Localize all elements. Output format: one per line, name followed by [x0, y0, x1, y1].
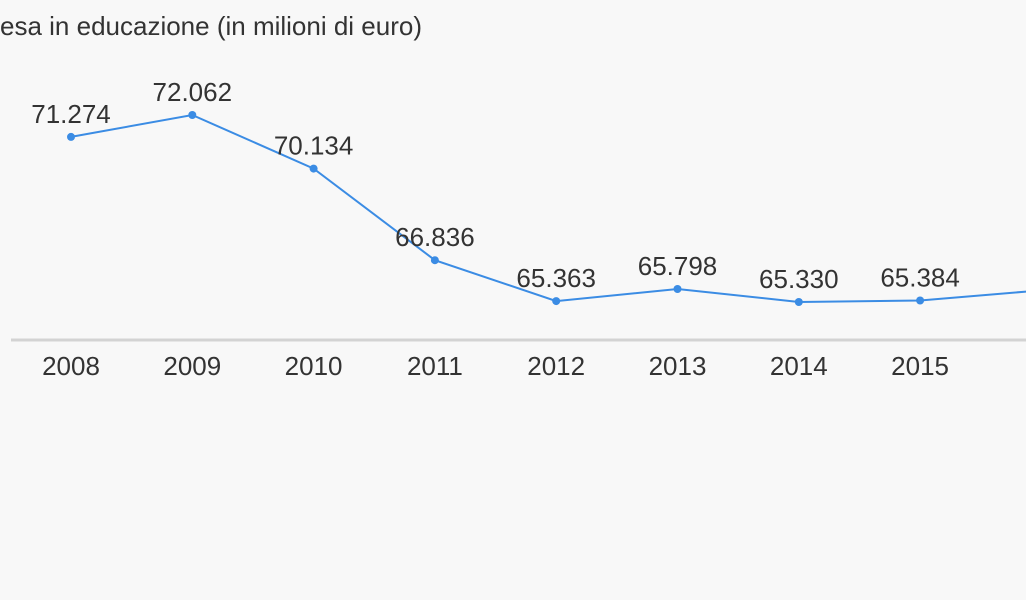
data-point [552, 297, 561, 306]
point-group [67, 111, 925, 306]
data-label: 66.836 [395, 222, 475, 252]
data-label: 72.062 [153, 77, 233, 107]
data-point [430, 256, 439, 265]
x-tick-label: 2014 [770, 351, 828, 381]
data-label-group: 71.274 72.062 70.134 66.836 65.363 65.798 65.3… [31, 77, 960, 294]
x-tick-label: 2013 [649, 351, 707, 381]
x-tick-label: 2015 [891, 351, 949, 381]
x-tick-label: 2011 [407, 351, 463, 381]
data-point [673, 285, 682, 293]
data-label: 65.798 [638, 251, 718, 281]
x-tick-label: 2009 [163, 351, 221, 381]
x-tick-label-group: 200820092010201120122013201420152 [42, 351, 949, 381]
data-label: 65.330 [759, 264, 839, 294]
data-point [188, 111, 197, 119]
data-label: 65.363 [516, 263, 596, 293]
chart-title: esa in educazione (in milioni di euro) [0, 11, 422, 41]
data-point [309, 164, 318, 173]
data-point [916, 296, 925, 305]
data-point [67, 132, 75, 141]
x-tick-label: 2012 [527, 351, 585, 381]
x-tick-label: 2008 [42, 351, 100, 381]
data-label: 71.274 [31, 99, 111, 129]
data-label: 65.384 [880, 263, 960, 293]
data-point [794, 298, 803, 306]
x-tick-label: 2010 [285, 351, 343, 381]
data-label: 70.134 [274, 131, 354, 161]
